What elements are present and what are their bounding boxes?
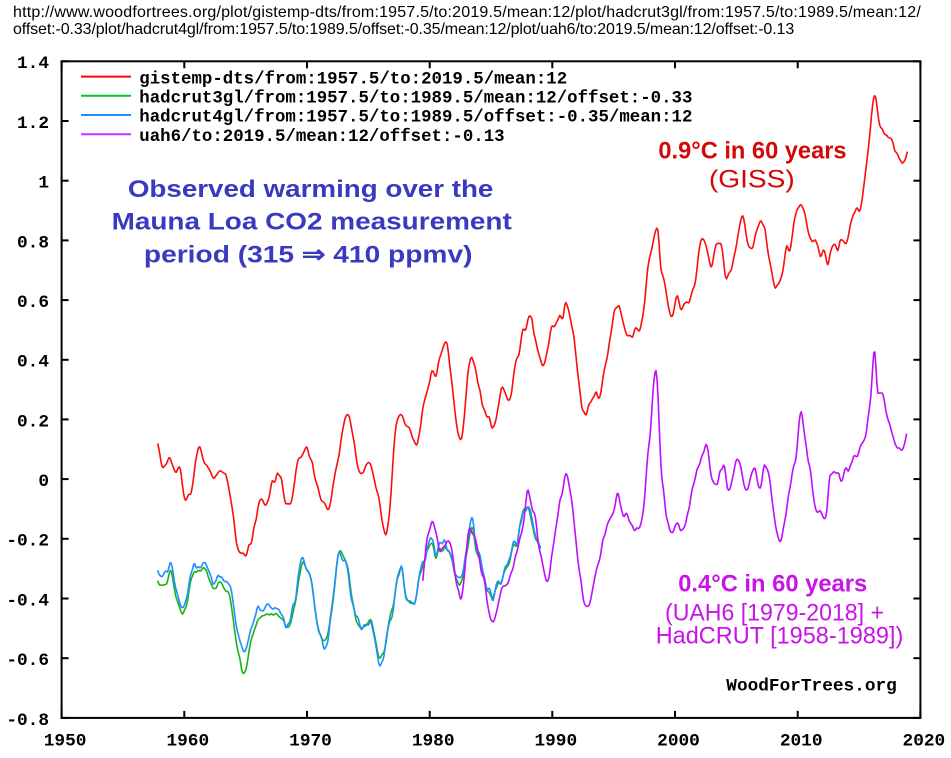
svg-text:(UAH6 [1979-2018] +: (UAH6 [1979-2018] +: [665, 599, 884, 626]
svg-text:uah6/to:2019.5/mean:12/offset:: uah6/to:2019.5/mean:12/offset:-0.13: [139, 128, 504, 147]
svg-text:0.8: 0.8: [17, 233, 49, 253]
svg-text:1: 1: [38, 174, 49, 194]
svg-text:1990: 1990: [534, 731, 577, 751]
svg-text:Observed warming over the: Observed warming over the: [128, 176, 494, 203]
svg-text:HadCRUT [1958-1989]): HadCRUT [1958-1989]): [656, 622, 904, 649]
svg-text:2000: 2000: [657, 731, 700, 751]
svg-text:1960: 1960: [166, 731, 209, 751]
svg-text:-0.8: -0.8: [6, 711, 49, 731]
svg-text:1.4: 1.4: [17, 54, 49, 74]
svg-text:-0.6: -0.6: [6, 651, 49, 671]
svg-text:period (315 ⇒ 410 ppmv): period (315 ⇒ 410 ppmv): [144, 242, 473, 269]
svg-text:gistemp-dts/from:1957.5/to:201: gistemp-dts/from:1957.5/to:2019.5/mean:1…: [139, 71, 567, 90]
svg-text:WoodForTrees.org: WoodForTrees.org: [726, 677, 897, 697]
svg-text:1950: 1950: [44, 731, 87, 751]
svg-text:-0.2: -0.2: [6, 532, 49, 552]
svg-text:1970: 1970: [289, 731, 332, 751]
svg-text:Mauna Loa CO2 measurement: Mauna Loa CO2 measurement: [112, 209, 512, 236]
svg-text:-0.4: -0.4: [6, 591, 49, 611]
svg-text:hadcrut3gl/from:1957.5/to:1989: hadcrut3gl/from:1957.5/to:1989.5/mean:12…: [139, 90, 692, 109]
svg-text:1.2: 1.2: [17, 114, 49, 134]
svg-text:0.4: 0.4: [17, 353, 49, 373]
svg-text:0.4°C in 60 years: 0.4°C in 60 years: [678, 570, 867, 597]
svg-text:(GISS): (GISS): [709, 166, 795, 194]
svg-text:2020: 2020: [903, 731, 946, 751]
svg-text:1980: 1980: [412, 731, 455, 751]
svg-text:0: 0: [38, 472, 49, 492]
svg-text:0.9°C in 60 years: 0.9°C in 60 years: [658, 138, 846, 165]
svg-text:0.6: 0.6: [17, 293, 49, 313]
svg-text:2010: 2010: [780, 731, 823, 751]
svg-text:hadcrut4gl/from:1957.5/to:1989: hadcrut4gl/from:1957.5/to:1989.5/offset:…: [139, 109, 692, 128]
svg-text:0.2: 0.2: [17, 412, 49, 432]
